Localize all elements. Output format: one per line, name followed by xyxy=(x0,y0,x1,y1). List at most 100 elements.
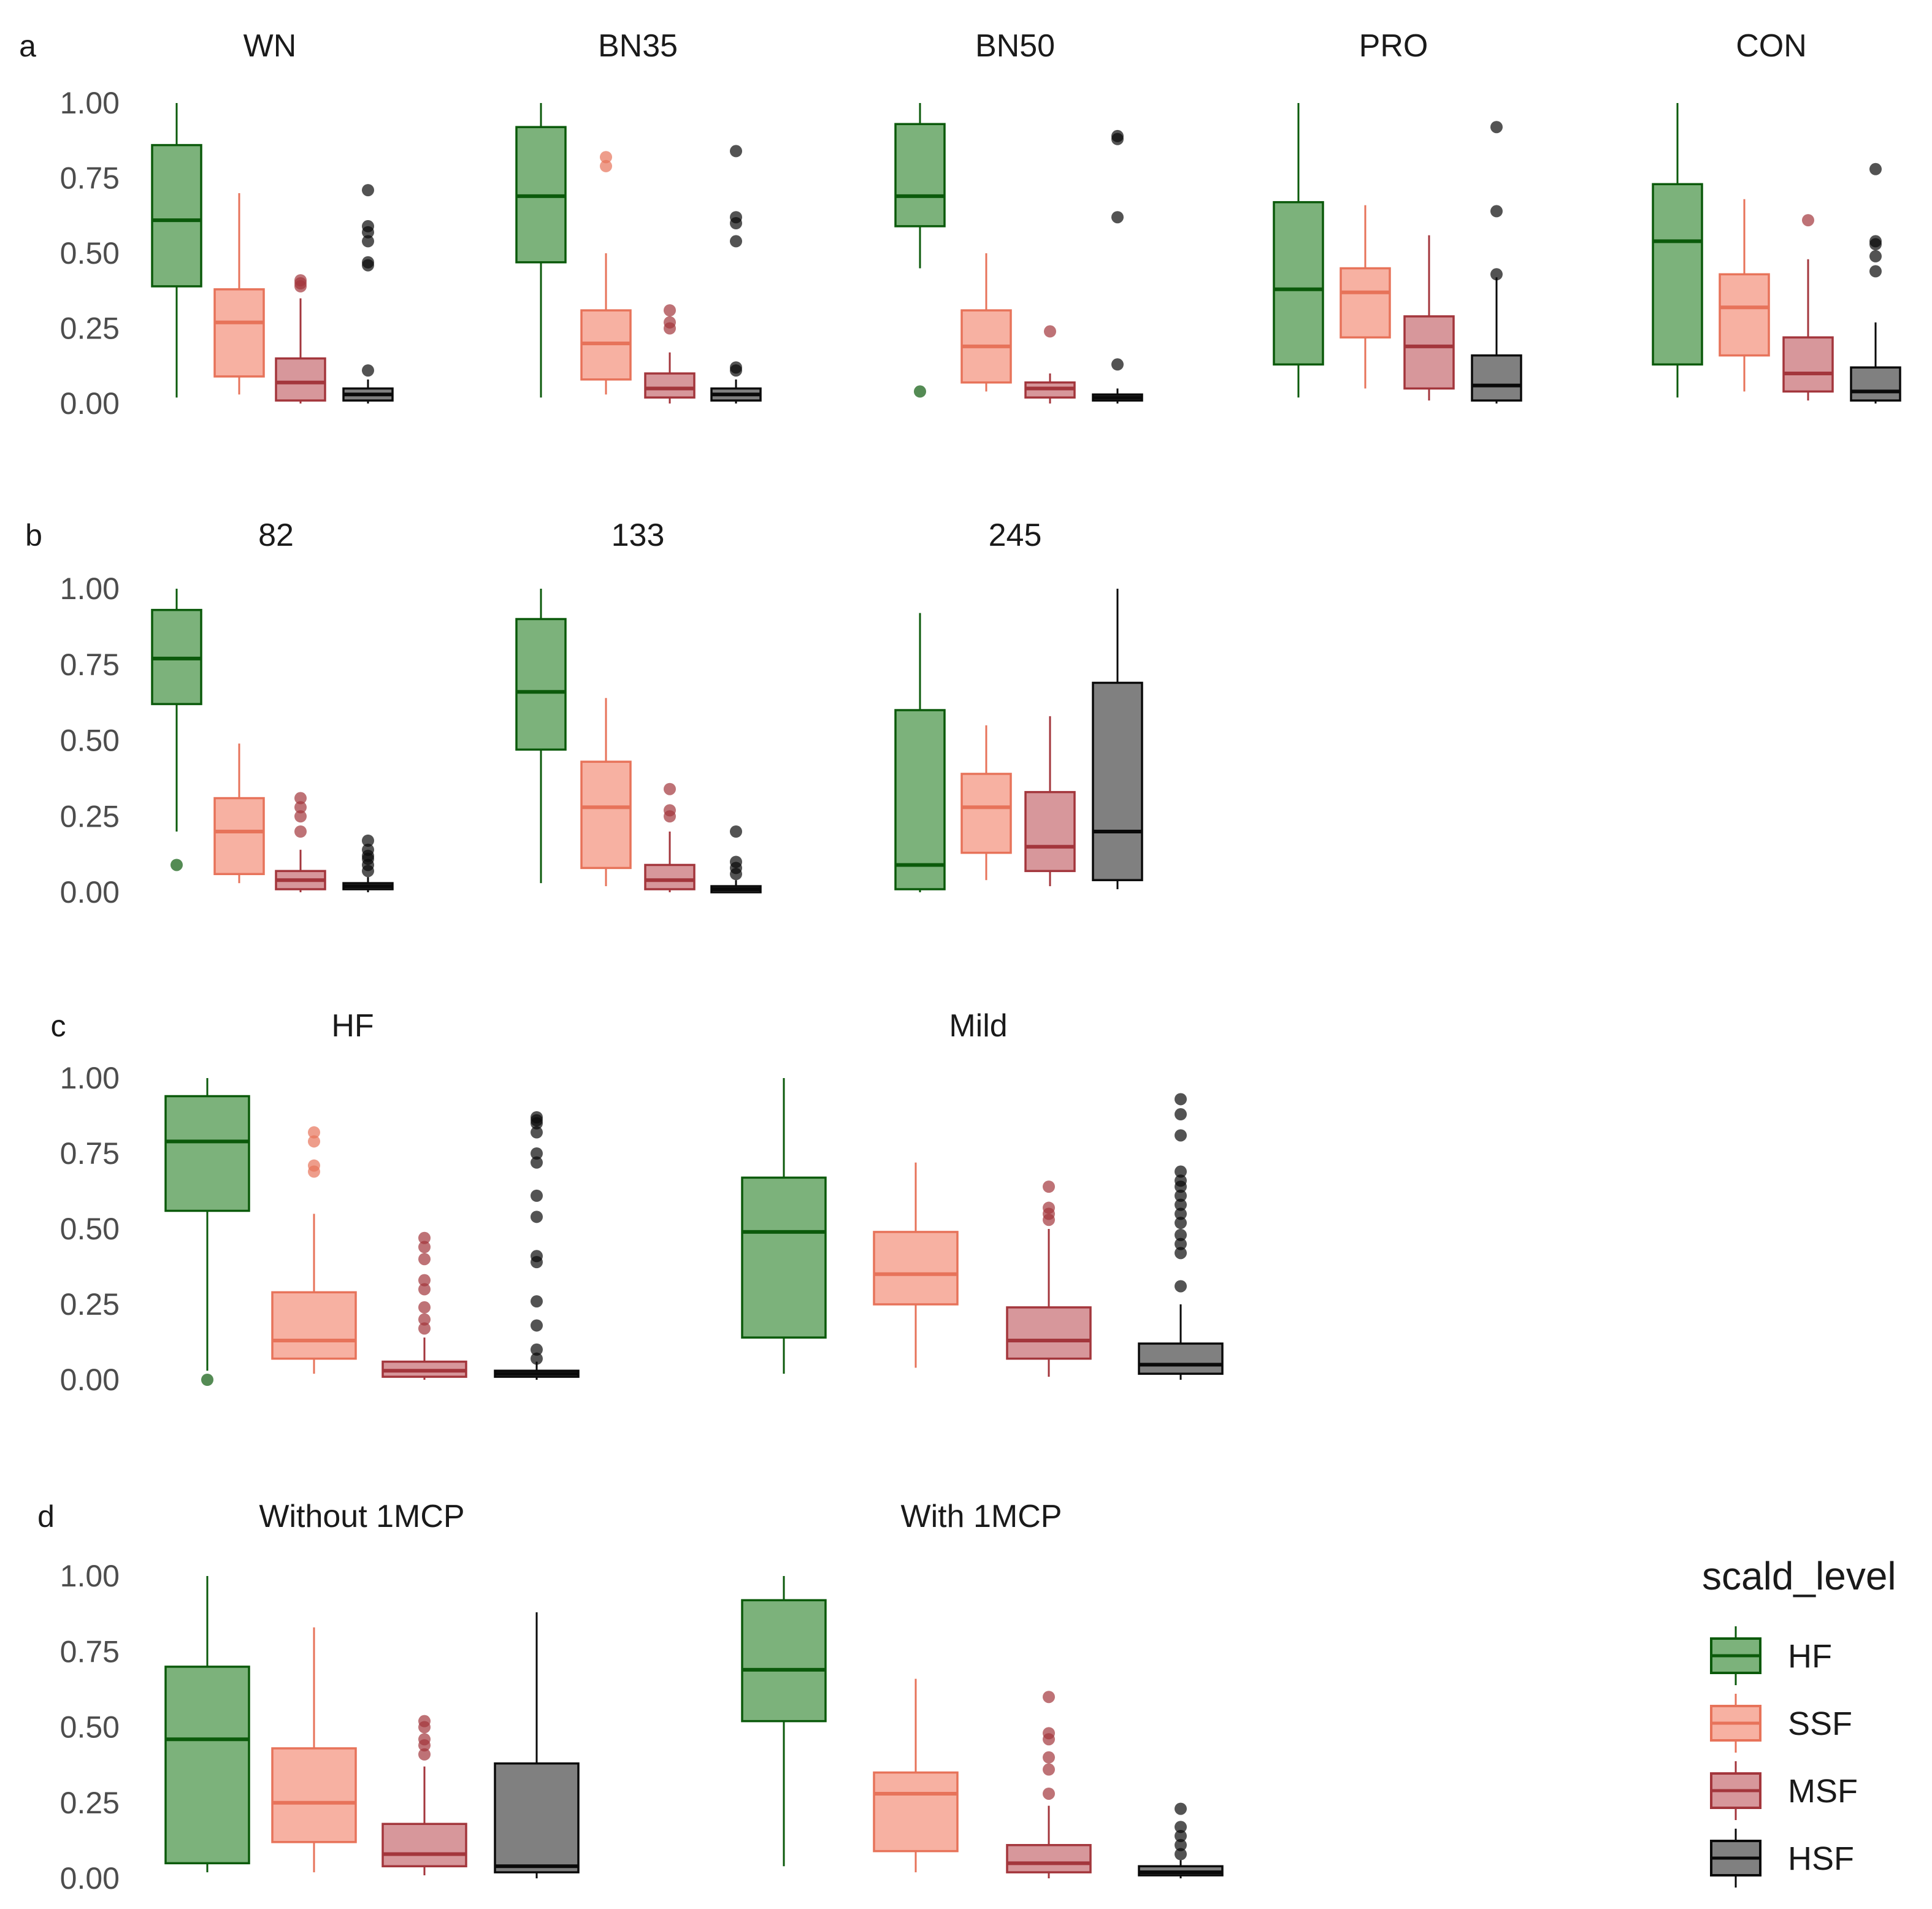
outlier-point xyxy=(418,1274,431,1287)
facet-rows: a 1.00 0.75 0.50 0.25 0.00 WN BN35 BN50 PRO CON b 1.… xyxy=(19,28,1901,1896)
row-label: c xyxy=(51,1009,66,1043)
outlier-point xyxy=(531,1352,543,1365)
box-iqr xyxy=(894,709,946,890)
outlier-point xyxy=(1175,1848,1187,1861)
outlier-point xyxy=(1175,1165,1187,1178)
panel-title: PRO xyxy=(1359,28,1428,64)
outlier-point xyxy=(664,804,676,817)
outlier-point xyxy=(1043,1787,1055,1800)
facet-row-d: d1.00 0.75 0.50 0.25 0.00 Without 1MCP With 1M… xyxy=(37,1499,1224,1896)
outlier-point xyxy=(1175,1108,1187,1121)
legend-item-hf: HF xyxy=(1710,1626,1832,1685)
panel-hf: HF xyxy=(164,1008,580,1386)
outlier-point xyxy=(1869,163,1882,175)
box-msf xyxy=(1006,1180,1092,1377)
outlier-point xyxy=(1043,1763,1055,1776)
legend-item-msf: MSF xyxy=(1710,1761,1858,1820)
box-iqr xyxy=(873,1231,959,1306)
box-msf xyxy=(275,274,326,404)
outlier-point xyxy=(1175,1829,1187,1842)
box-iqr xyxy=(1782,336,1834,393)
box-ssf xyxy=(580,698,632,887)
outlier-point xyxy=(308,1126,320,1139)
box-hf xyxy=(1652,103,1703,398)
panel-title: With 1MCP xyxy=(901,1499,1062,1534)
outlier-point xyxy=(362,184,374,197)
legend-item-ssf: SSF xyxy=(1710,1694,1852,1753)
outlier-point xyxy=(201,1374,213,1386)
facet-row-a: a 1.00 0.75 0.50 0.25 0.00 WN BN35 BN50 PRO CON xyxy=(19,28,1901,421)
box-hsf xyxy=(494,1111,580,1380)
box-iqr xyxy=(213,288,265,378)
box-iqr xyxy=(644,863,696,890)
outlier-point xyxy=(418,1715,431,1727)
box-iqr xyxy=(164,1666,250,1865)
outlier-point xyxy=(531,1156,543,1169)
outlier-point xyxy=(1869,235,1882,248)
outlier-point xyxy=(1175,1189,1187,1202)
y-tick-label: 0.75 xyxy=(60,648,120,682)
outlier-point xyxy=(1044,325,1056,338)
outlier-point xyxy=(418,1748,431,1761)
box-ssf xyxy=(271,1126,357,1374)
box-ssf xyxy=(213,193,265,395)
outlier-point xyxy=(362,235,374,248)
box-hf xyxy=(515,103,567,398)
panel-title: CON xyxy=(1736,28,1807,64)
box-iqr xyxy=(1006,1306,1092,1360)
box-hf xyxy=(894,103,946,398)
outlier-point xyxy=(418,1313,431,1326)
outlier-point xyxy=(730,361,742,374)
y-tick-label: 1.00 xyxy=(60,1559,120,1593)
outlier-point xyxy=(1175,1247,1187,1260)
box-hf xyxy=(741,1078,827,1374)
box-iqr xyxy=(894,123,946,228)
outlier-point xyxy=(1175,1228,1187,1241)
box-iqr xyxy=(1006,1844,1092,1873)
box-iqr xyxy=(271,1291,357,1360)
box-msf xyxy=(1403,235,1455,401)
box-msf xyxy=(381,1715,467,1876)
outlier-point xyxy=(531,1211,543,1223)
box-iqr xyxy=(580,760,632,870)
panel-pro: PRO xyxy=(1273,28,1522,404)
outlier-point xyxy=(1869,265,1882,278)
box-hf xyxy=(164,1078,250,1386)
outlier-point xyxy=(294,792,307,805)
legend-label: SSF xyxy=(1788,1705,1852,1742)
panel-title: Mild xyxy=(949,1008,1007,1044)
outlier-point xyxy=(362,364,374,377)
outlier-point xyxy=(171,859,183,871)
outlier-point xyxy=(531,1295,543,1308)
box-iqr xyxy=(213,797,265,876)
outlier-point xyxy=(1043,1180,1055,1193)
box-hsf xyxy=(710,825,762,893)
y-tick-label: 0.50 xyxy=(60,1710,120,1745)
outlier-point xyxy=(418,1283,431,1296)
box-iqr xyxy=(271,1747,357,1843)
box-iqr xyxy=(1138,1342,1224,1375)
outlier-point xyxy=(664,304,676,317)
box-hsf xyxy=(1850,163,1901,404)
outlier-point xyxy=(294,801,307,814)
box-iqr xyxy=(960,773,1012,854)
outlier-point xyxy=(362,834,374,847)
outlier-point xyxy=(308,1159,320,1172)
panel-245: 245 xyxy=(894,518,1143,892)
y-tick-label: 1.00 xyxy=(60,86,120,120)
panel-title: 133 xyxy=(611,518,665,553)
box-hsf xyxy=(494,1612,580,1878)
box-iqr xyxy=(1652,183,1703,366)
box-iqr xyxy=(164,1095,250,1212)
outlier-point xyxy=(600,151,612,164)
panel-82: 82 xyxy=(151,518,394,892)
box-ssf xyxy=(271,1627,357,1873)
outlier-point xyxy=(1175,1838,1187,1851)
outlier-point xyxy=(1175,1207,1187,1220)
outlier-point xyxy=(1175,1802,1187,1815)
panel-title: WN xyxy=(243,28,297,64)
outlier-point xyxy=(1175,1174,1187,1187)
box-iqr xyxy=(381,1823,467,1868)
box-hf xyxy=(515,589,567,884)
